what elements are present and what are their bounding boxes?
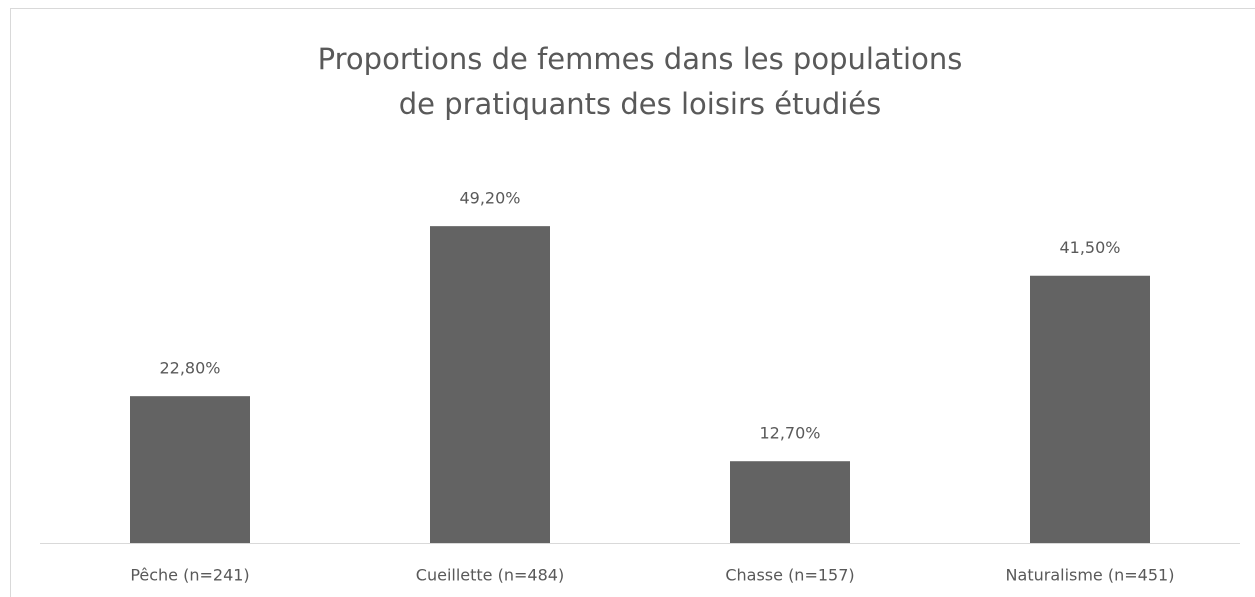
data-label: 12,70% bbox=[759, 424, 820, 443]
chart-title: Proportions de femmes dans les populatio… bbox=[318, 42, 963, 76]
x-tick-label: Cueillette (n=484) bbox=[416, 566, 564, 585]
x-tick-label: Chasse (n=157) bbox=[725, 566, 854, 585]
x-tick-label: Naturalisme (n=451) bbox=[1006, 566, 1175, 585]
bar bbox=[430, 226, 550, 544]
data-label: 49,20% bbox=[459, 189, 520, 208]
bar bbox=[1030, 275, 1150, 543]
data-label: 41,50% bbox=[1059, 238, 1120, 257]
chart-title: de pratiquants des loisirs étudiés bbox=[399, 87, 882, 121]
data-label: 22,80% bbox=[159, 359, 220, 378]
bar bbox=[130, 396, 250, 543]
bar bbox=[730, 461, 850, 543]
x-tick-label: Pêche (n=241) bbox=[130, 566, 249, 585]
